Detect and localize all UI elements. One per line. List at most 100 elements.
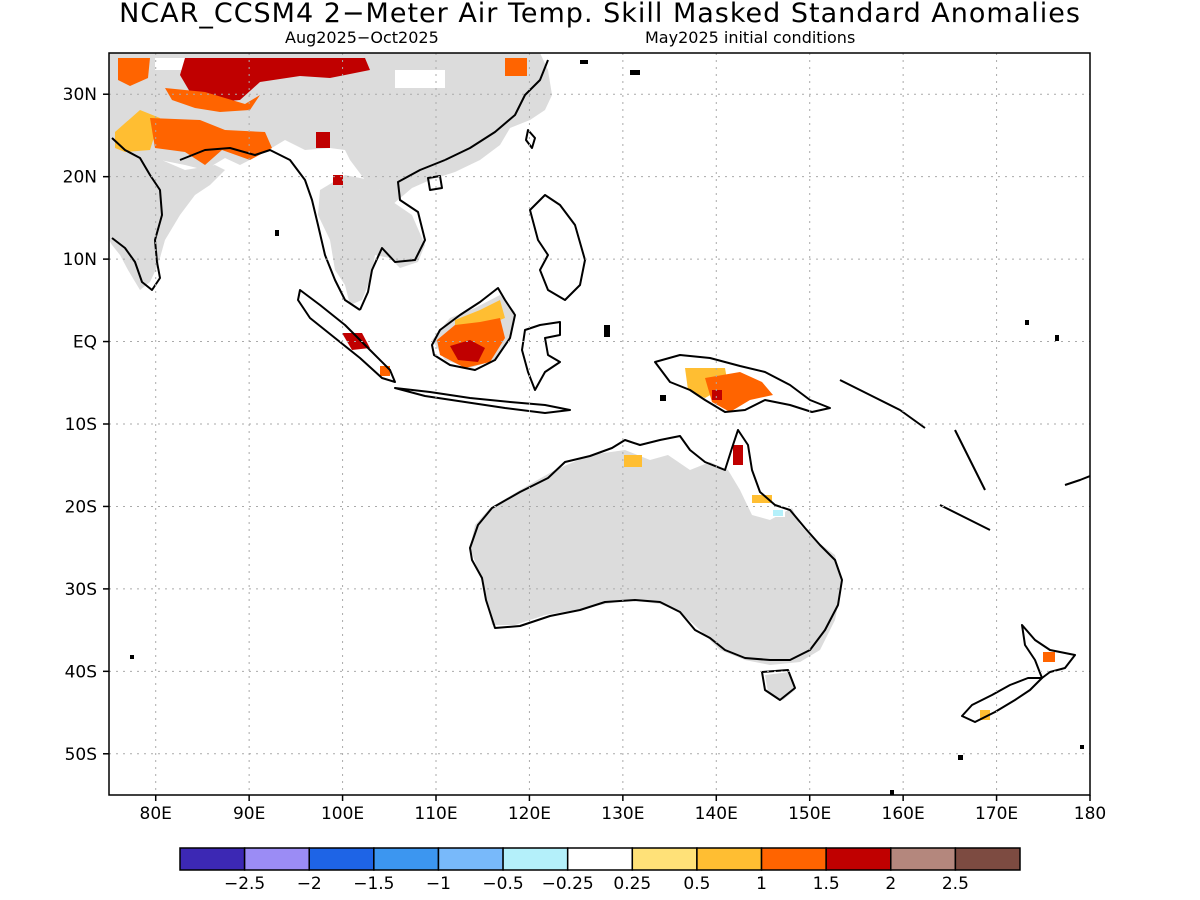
colorbar-label: 1.5: [813, 874, 840, 894]
coastline-nz-north: [1021, 624, 1076, 679]
colorbar-swatch: [631, 847, 698, 871]
anomaly-patch-east-asia: [505, 58, 527, 76]
land-india: [109, 150, 225, 290]
coastline-taiwan: [525, 129, 536, 149]
anomaly-patch-india-strong: [150, 118, 272, 165]
anomaly-patch-queensland-cool: [773, 510, 783, 516]
colorbar-label: −0.25: [542, 874, 594, 894]
anomaly-patch-nz-south: [980, 710, 990, 720]
colorbar-label: −0.5: [482, 874, 523, 894]
coastlines: [111, 59, 1090, 723]
colorbar-label: 2: [885, 874, 896, 894]
coastline-tasmania: [761, 669, 796, 701]
colorbar: −2.5 −2 −1.5 −1 −0.5 −0.25 0.25 0.5 1 1.5 2 2.5: [179, 847, 1021, 894]
colorbar-swatch: [179, 847, 246, 871]
lon-tick-label: 100E: [321, 804, 364, 824]
land-australia: [470, 450, 842, 665]
island: [630, 70, 640, 75]
anomaly-patch-queensland: [752, 495, 772, 503]
lon-tick-label: 140E: [695, 804, 738, 824]
coastline-hainan: [427, 175, 443, 191]
coastline-indochina: [359, 159, 446, 311]
lat-tick-label: EQ: [73, 333, 97, 353]
lon-tick-label: 80E: [140, 804, 172, 824]
forecast-period: Aug2025−Oct2025: [285, 28, 439, 47]
coastline-fiji: [1064, 475, 1090, 486]
lon-tick-label: 120E: [508, 804, 551, 824]
anomaly-patch-india-warm: [115, 110, 160, 152]
coastline-java: [394, 387, 571, 414]
lon-tick-label: 160E: [882, 804, 925, 824]
anomaly-patch-tibet-warm: [118, 58, 150, 86]
island: [890, 790, 894, 795]
coastline-sulawesi: [521, 321, 561, 391]
island: [958, 755, 963, 760]
colorbar-swatch: [243, 847, 310, 871]
colorbar-label: 0.25: [613, 874, 651, 894]
anomaly-patch-north-australia: [624, 455, 642, 467]
mask-gap: [155, 58, 185, 70]
anomaly-patch-borneo-extreme: [450, 340, 485, 362]
colorbar-label: 2.5: [942, 874, 969, 894]
island: [1025, 320, 1029, 325]
island: [130, 655, 134, 659]
axis-ticks: 80E 90E 100E 110E 120E 130E 140E 150E 160E 170E 18…: [63, 85, 1107, 824]
island: [660, 395, 666, 401]
coastline-new-guinea: [654, 354, 831, 413]
grid-lines: [109, 53, 1090, 795]
map-title: NCAR_CCSM4 2−Meter Air Temp. Skill Maske…: [119, 0, 1081, 29]
colorbar-label: 0.5: [683, 874, 710, 894]
initial-conditions: May2025 initial conditions: [645, 28, 856, 47]
colorbar-swatch: [760, 847, 827, 871]
lon-tick-label: 90E: [233, 804, 265, 824]
colorbar-swatch: [437, 847, 504, 871]
lat-tick-label: 20S: [65, 497, 97, 517]
colorbar-swatch: [825, 847, 892, 871]
coastline-china: [444, 59, 549, 161]
colorbar-swatch: [373, 847, 440, 871]
coastline-new-caledonia: [939, 504, 991, 531]
colorbar-label: 1: [756, 874, 767, 894]
anomaly-patch-cape-york: [733, 445, 743, 465]
island: [1080, 745, 1084, 749]
lon-tick-label: 110E: [414, 804, 457, 824]
lat-tick-label: 50S: [65, 745, 97, 765]
colorbar-swatch: [308, 847, 375, 871]
lon-tick-label: 130E: [601, 804, 644, 824]
map-content: [109, 53, 1090, 795]
anomaly-patch-tibet-strong: [180, 58, 370, 102]
lat-tick-label: 20N: [63, 168, 97, 188]
mask-gap: [395, 70, 445, 88]
anomaly-patch-myanmar: [333, 175, 343, 185]
colorbar-label: −2.5: [224, 874, 265, 894]
anomaly-patches: [115, 58, 1055, 720]
anomaly-patch-new-guinea-extreme: [712, 390, 722, 400]
island: [604, 325, 610, 337]
colorbar-swatch: [502, 847, 569, 871]
island: [1055, 335, 1059, 341]
colorbar-label: −2: [297, 874, 322, 894]
lat-tick-label: 10N: [63, 250, 97, 270]
anomaly-patch-new-guinea-strong: [705, 372, 773, 412]
island: [275, 230, 279, 236]
lon-tick-label: 170E: [975, 804, 1018, 824]
small-islands: [130, 60, 1084, 795]
colorbar-swatch: [890, 847, 957, 871]
anomaly-patch-java: [380, 366, 390, 376]
coastline-sumatra: [297, 289, 396, 383]
colorbar-label: −1.5: [353, 874, 394, 894]
coastline-australia: [469, 429, 843, 661]
lat-tick-label: 30N: [63, 85, 97, 105]
colorbar-swatch: [954, 847, 1021, 871]
colorbar-label: −1: [426, 874, 451, 894]
coastline-borneo: [431, 287, 516, 371]
coastline-solomons: [839, 379, 926, 429]
lat-tick-label: 10S: [65, 415, 97, 435]
lat-tick-label: 40S: [65, 662, 97, 682]
colorbar-swatch: [566, 847, 634, 871]
anomaly-patch-myanmar: [316, 132, 330, 148]
coastline-vanuatu: [954, 429, 986, 491]
anomaly-patch-tibet-warm: [165, 88, 260, 112]
lon-tick-label: 180: [1074, 804, 1106, 824]
